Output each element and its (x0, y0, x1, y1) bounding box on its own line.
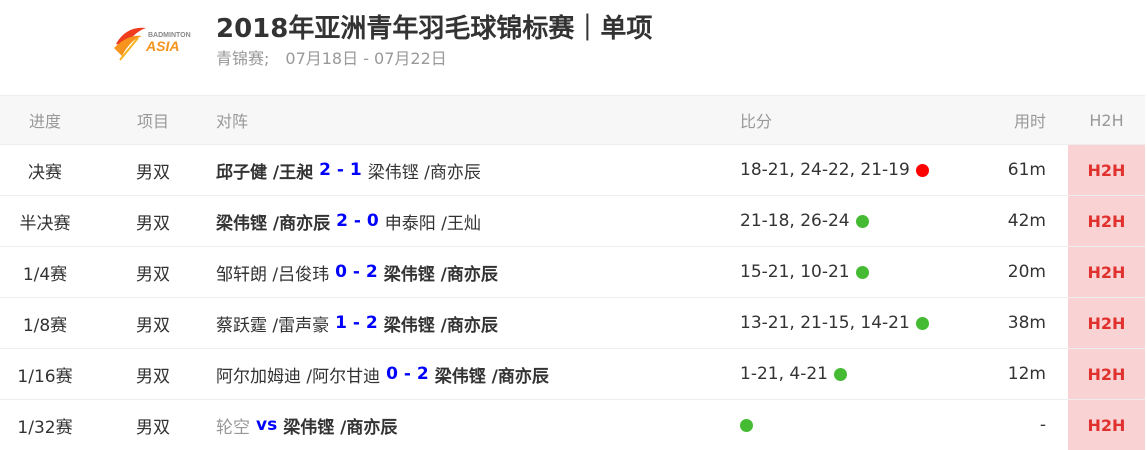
match-table: 进度 项目 对阵 比分 用时 H2H 决赛 男双 邱子健 /王昶 2 - 1 梁… (0, 95, 1145, 450)
h2h-button[interactable]: H2H (1068, 196, 1145, 246)
left-pair[interactable]: 邱子健 /王昶 (216, 162, 314, 183)
table-row[interactable]: 1/32赛 男双 轮空 vs 梁伟铿 /商亦辰 - H2H (0, 399, 1145, 450)
badminton-asia-logo: BADMINTON ASIA (114, 27, 191, 61)
col-h2h: H2H (1068, 96, 1145, 144)
table-row[interactable]: 1/16赛 男双 阿尔加姆迪 /阿尔甘迪 0 - 2 梁伟铿 /商亦辰 1-21… (0, 348, 1145, 399)
right-pair[interactable]: 梁伟铿 /商亦辰 (283, 417, 398, 438)
h2h-button[interactable]: H2H (1068, 400, 1145, 450)
col-time: 用时 (1013, 112, 1046, 131)
table-header: 进度 项目 对阵 比分 用时 H2H (0, 95, 1145, 144)
live-status-dot-icon (915, 163, 929, 177)
games: 13-21, 21-15, 14-21 (740, 313, 910, 333)
game-scores: 13-21, 21-15, 14-21 (740, 298, 929, 348)
h2h-button[interactable]: H2H (1068, 247, 1145, 297)
table-row[interactable]: 半决赛 男双 梁伟铿 /商亦辰 2 - 0 申泰阳 /王灿 21-18, 26-… (0, 195, 1145, 246)
h2h-button[interactable]: H2H (1068, 145, 1145, 195)
left-pair[interactable]: 阿尔加姆迪 /阿尔甘迪 (216, 366, 381, 387)
h2h-button[interactable]: H2H (1068, 349, 1145, 399)
game-scores: 21-18, 26-24 (740, 196, 869, 246)
page-header: BADMINTON ASIA 2018年亚洲青年羽毛球锦标赛｜单项 青锦赛; 0… (0, 0, 1147, 95)
game-scores: 15-21, 10-21 (740, 247, 869, 297)
table-row[interactable]: 1/8赛 男双 蔡跃霆 /雷声豪 1 - 2 梁伟铿 /商亦辰 13-21, 2… (0, 297, 1145, 348)
match-score: 0 - 2 (386, 364, 429, 384)
match-score: 1 - 2 (335, 313, 378, 333)
col-score: 比分 (740, 112, 773, 131)
event: 男双 (136, 213, 170, 234)
finished-status-dot-icon (855, 214, 869, 228)
games: 21-18, 26-24 (740, 211, 850, 231)
game-scores: 18-21, 24-22, 21-19 (740, 145, 929, 195)
table-row[interactable]: 决赛 男双 邱子健 /王昶 2 - 1 梁伟铿 /商亦辰 18-21, 24-2… (0, 144, 1145, 195)
duration: 42m (1007, 211, 1046, 231)
table-row[interactable]: 1/4赛 男双 邹轩朗 /吕俊玮 0 - 2 梁伟铿 /商亦辰 15-21, 1… (0, 246, 1145, 297)
match-score: 2 - 1 (319, 160, 362, 180)
match-score: 0 - 2 (335, 262, 378, 282)
right-pair[interactable]: 梁伟铿 /商亦辰 (383, 264, 498, 285)
svg-text:ASIA: ASIA (145, 38, 179, 54)
right-pair[interactable]: 申泰阳 /王灿 (384, 213, 481, 234)
finished-status-dot-icon (855, 265, 869, 279)
match-score: vs (256, 415, 278, 435)
finished-status-dot-icon (740, 418, 753, 432)
games: 15-21, 10-21 (740, 262, 850, 282)
left-pair[interactable]: 梁伟铿 /商亦辰 (216, 213, 331, 234)
event: 男双 (136, 366, 170, 387)
col-round: 进度 (28, 112, 61, 131)
left-pair[interactable]: 蔡跃霆 /雷声豪 (216, 315, 330, 336)
matchup[interactable]: 梁伟铿 /商亦辰 2 - 0 申泰阳 /王灿 (216, 196, 481, 246)
svg-text:BADMINTON: BADMINTON (148, 32, 191, 39)
matchup[interactable]: 邱子健 /王昶 2 - 1 梁伟铿 /商亦辰 (216, 145, 481, 195)
matchup[interactable]: 蔡跃霆 /雷声豪 1 - 2 梁伟铿 /商亦辰 (216, 298, 498, 348)
event: 男双 (136, 417, 170, 438)
round: 1/32赛 (17, 417, 73, 438)
game-scores: 1-21, 4-21 (740, 349, 847, 399)
games: 1-21, 4-21 (740, 364, 828, 384)
game-scores (740, 400, 753, 450)
matchup[interactable]: 邹轩朗 /吕俊玮 0 - 2 梁伟铿 /商亦辰 (216, 247, 498, 297)
round: 1/4赛 (22, 264, 68, 285)
round: 半决赛 (19, 213, 71, 234)
matchup[interactable]: 阿尔加姆迪 /阿尔甘迪 0 - 2 梁伟铿 /商亦辰 (216, 349, 549, 399)
round: 1/16赛 (17, 366, 73, 387)
page-title: 2018年亚洲青年羽毛球锦标赛｜单项 (216, 14, 653, 44)
duration: 20m (1007, 262, 1046, 282)
round: 决赛 (28, 162, 62, 183)
games: 18-21, 24-22, 21-19 (740, 160, 910, 180)
finished-status-dot-icon (833, 367, 847, 381)
duration: 12m (1007, 364, 1046, 384)
left-pair[interactable]: 邹轩朗 /吕俊玮 (216, 264, 330, 285)
duration: 38m (1007, 313, 1046, 333)
round: 1/8赛 (22, 315, 68, 336)
left-pair[interactable]: 轮空 (216, 417, 250, 438)
event: 男双 (136, 162, 170, 183)
right-pair[interactable]: 梁伟铿 /商亦辰 (367, 162, 481, 183)
col-event: 项目 (136, 112, 169, 131)
right-pair[interactable]: 梁伟铿 /商亦辰 (383, 315, 498, 336)
right-pair[interactable]: 梁伟铿 /商亦辰 (434, 366, 549, 387)
h2h-button[interactable]: H2H (1068, 298, 1145, 348)
duration: 61m (1007, 160, 1046, 180)
event: 男双 (136, 264, 170, 285)
col-match: 对阵 (216, 112, 249, 131)
event: 男双 (136, 315, 170, 336)
match-score: 2 - 0 (336, 211, 379, 231)
page-subtitle: 青锦赛; 07月18日 - 07月22日 (216, 49, 447, 68)
duration: - (1039, 415, 1046, 435)
finished-status-dot-icon (915, 316, 929, 330)
matchup[interactable]: 轮空 vs 梁伟铿 /商亦辰 (216, 400, 397, 450)
